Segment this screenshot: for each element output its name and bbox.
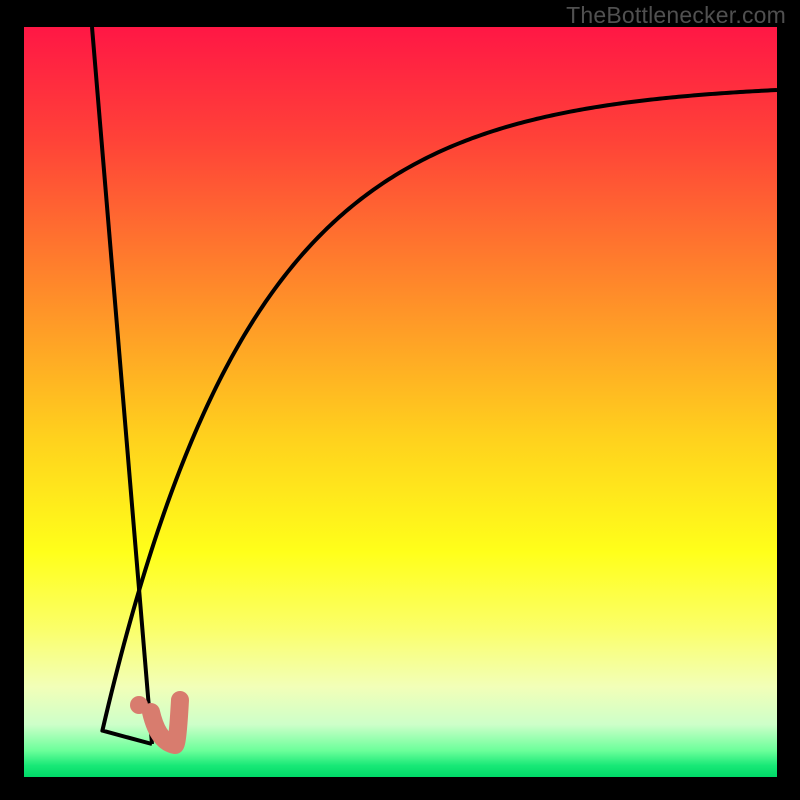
watermark-text: TheBottlenecker.com (566, 2, 786, 29)
gradient-background (24, 27, 777, 777)
bottleneck-chart (0, 0, 800, 800)
